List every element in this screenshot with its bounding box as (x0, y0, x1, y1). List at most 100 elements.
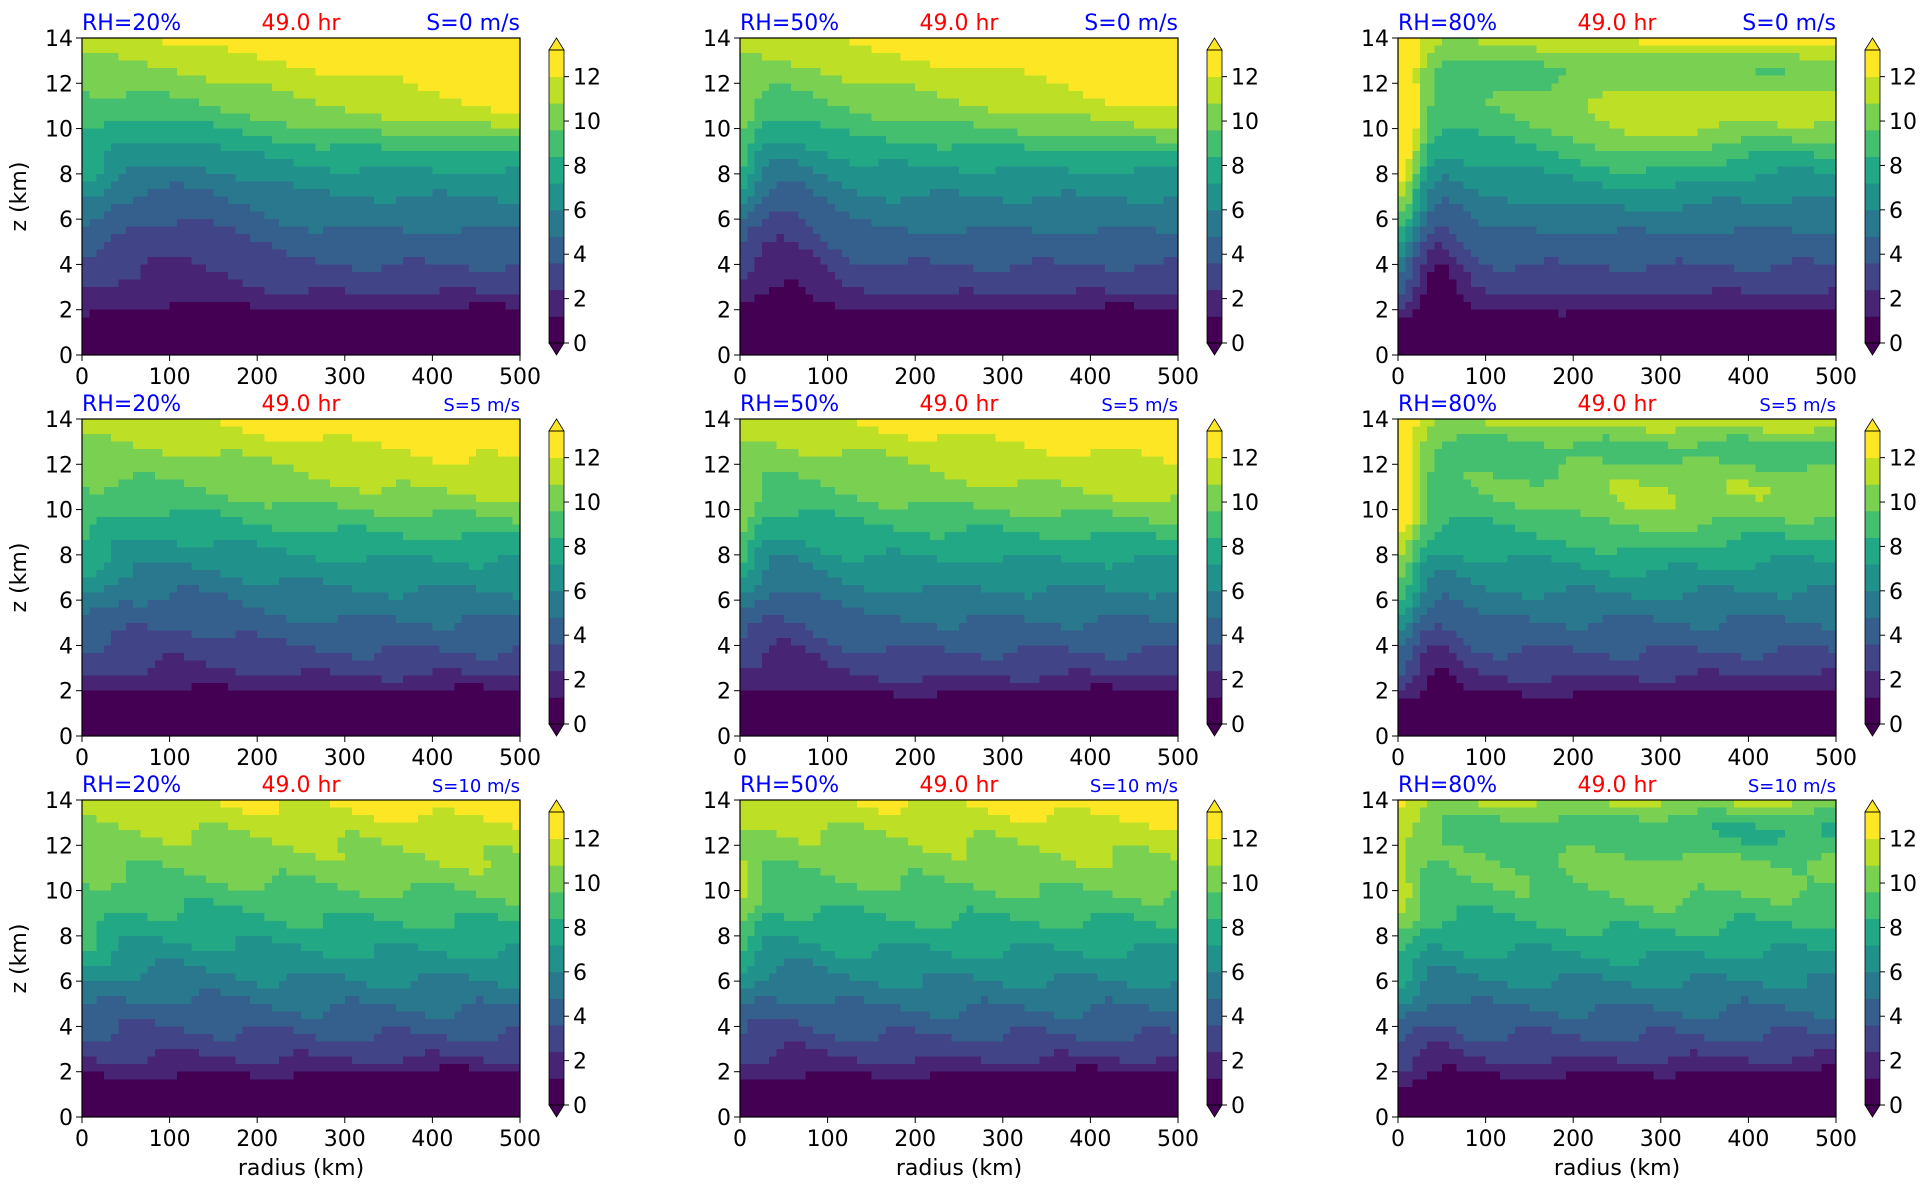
contour-cell (754, 302, 763, 311)
contour-cell (783, 121, 792, 130)
contour-cell (155, 347, 163, 356)
contour-cell (468, 75, 477, 84)
contour-cell (155, 317, 163, 326)
contour-cell (103, 128, 112, 137)
contour-cell (476, 143, 485, 152)
contour-cell (951, 256, 960, 266)
contour-cell (191, 241, 200, 250)
contour-cell (249, 136, 258, 145)
contour-cell (995, 90, 1004, 99)
contour-cell (1148, 173, 1157, 183)
contour-cell (169, 90, 178, 99)
contour-cell (871, 309, 880, 318)
contour-cell (140, 90, 149, 99)
contour-cell (1083, 294, 1091, 303)
contour-cell (169, 204, 178, 213)
contour-cell (82, 136, 90, 145)
contour-cell (366, 309, 375, 318)
contour-cell (125, 241, 134, 250)
contour-cell (366, 128, 375, 137)
contour-cell (783, 317, 792, 326)
contour-cell (264, 264, 273, 273)
contour-cell (366, 241, 375, 250)
contour-cell (886, 219, 894, 228)
contour-cell (147, 128, 156, 137)
contour-cell (206, 166, 214, 175)
contour-cell (388, 75, 397, 84)
contour-cell (813, 128, 821, 137)
contour-cell (111, 158, 120, 167)
contour-cell (352, 339, 360, 349)
contour-cell (388, 128, 397, 137)
contour-cell (1032, 279, 1040, 288)
contour-cell (395, 60, 404, 69)
contour-cell (111, 271, 120, 281)
contour-cell (293, 105, 302, 115)
contour-cell (776, 249, 785, 258)
contour-cell (973, 158, 982, 167)
contour-cell (915, 53, 924, 62)
contour-cell (791, 113, 799, 122)
contour-cell (344, 158, 353, 167)
contour-cell (747, 241, 756, 250)
contour-cell (133, 226, 141, 235)
contour-cell (798, 264, 807, 273)
contour-cell (228, 309, 236, 318)
contour-cell (973, 166, 982, 175)
contour-cell (439, 166, 448, 175)
contour-cell (118, 279, 127, 288)
contour-cell (198, 234, 207, 243)
contour-cell (352, 249, 360, 258)
contour-cell (1156, 75, 1164, 84)
contour-cell (140, 309, 149, 318)
contour-cell (206, 68, 214, 77)
contour-cell (432, 271, 441, 281)
contour-cell (944, 241, 953, 250)
contour-cell (461, 264, 470, 273)
contour-cell (783, 53, 792, 62)
contour-cell (468, 105, 477, 115)
contour-cell (740, 279, 748, 288)
contour-cell (235, 83, 244, 92)
contour-cell (512, 98, 521, 107)
contour-cell (1163, 53, 1172, 62)
contour-cell (468, 60, 477, 69)
contour-cell (315, 279, 324, 288)
contour-cell (242, 98, 251, 107)
contour-cell (483, 332, 492, 341)
contour-cell (849, 196, 858, 205)
contour-cell (461, 105, 470, 115)
contour-cell (439, 38, 448, 47)
contour-cell (410, 226, 419, 235)
contour-cell (798, 339, 807, 349)
contour-cell (198, 98, 207, 107)
contour-cell (169, 234, 178, 243)
contour-cell (176, 256, 185, 266)
contour-cell (951, 105, 960, 115)
contour-cell (1163, 188, 1172, 198)
contour-cell (228, 128, 236, 137)
contour-cell (1002, 332, 1011, 341)
contour-cell (162, 249, 171, 258)
contour-cell (1097, 68, 1106, 77)
contour-cell (959, 324, 967, 333)
contour-cell (966, 166, 975, 175)
contour-cell (125, 256, 134, 266)
contour-cell (995, 317, 1004, 326)
contour-cell (439, 234, 448, 243)
contour-cell (425, 332, 433, 341)
contour-cell (461, 53, 470, 62)
contour-cell (951, 317, 960, 326)
contour-cell (264, 38, 273, 47)
contour-cell (82, 68, 90, 77)
contour-cell (125, 173, 134, 183)
contour-cell (1141, 211, 1150, 220)
contour-cell (330, 234, 339, 243)
contour-cell (133, 302, 141, 311)
contour-cell (783, 256, 792, 266)
contour-cell (995, 279, 1004, 288)
contour-cell (1105, 128, 1113, 137)
contour-cell (483, 234, 492, 243)
contour-cell (849, 181, 858, 190)
contour-cell (791, 264, 799, 273)
